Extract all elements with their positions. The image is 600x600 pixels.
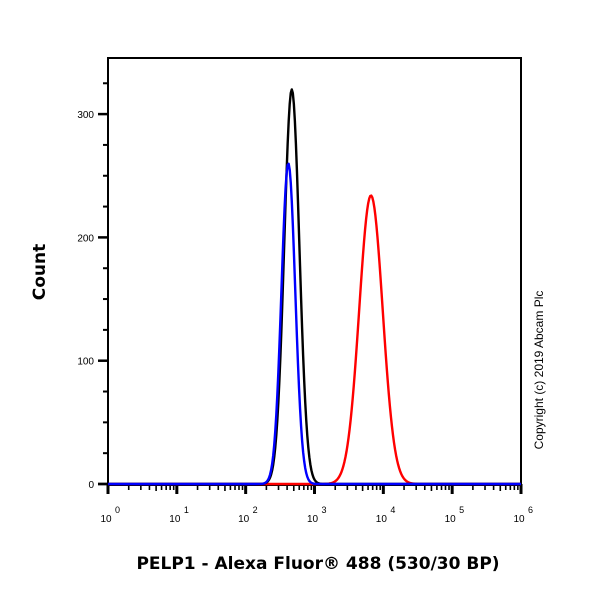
copyright-notice: Copyright (c) 2019 Abcam Plc <box>532 291 546 450</box>
x-tick-exponent: 6 <box>528 505 533 515</box>
x-axis-label: PELP1 - Alexa Fluor® 488 (530/30 BP) <box>136 554 499 574</box>
x-tick-label: 10 <box>238 514 250 525</box>
y-tick-label: 100 <box>77 357 94 368</box>
x-tick-exponent: 5 <box>459 505 464 515</box>
x-tick-exponent: 1 <box>184 505 189 515</box>
x-tick-exponent: 2 <box>253 505 258 515</box>
x-tick-label: 10 <box>513 514 525 525</box>
black-histogram <box>107 88 522 486</box>
y-tick-label: 0 <box>88 480 94 491</box>
plot-frame <box>107 57 522 486</box>
y-axis-label: Count <box>30 244 50 301</box>
x-tick-label: 10 <box>307 514 319 525</box>
x-tick-exponent: 3 <box>322 505 327 515</box>
series-layer <box>107 88 522 486</box>
y-tick-label: 300 <box>77 110 94 121</box>
blue-histogram <box>107 162 522 486</box>
x-tick-exponent: 4 <box>390 505 395 515</box>
x-tick-exponent: 0 <box>115 505 120 515</box>
x-tick-label: 10 <box>100 514 112 525</box>
x-tick-label: 10 <box>376 514 388 525</box>
y-tick-label: 200 <box>77 233 94 244</box>
red-histogram <box>107 194 522 486</box>
y-axis: 0 100 200 300 <box>77 82 108 491</box>
x-tick-label: 10 <box>169 514 181 525</box>
x-tick-label: 10 <box>445 514 457 525</box>
